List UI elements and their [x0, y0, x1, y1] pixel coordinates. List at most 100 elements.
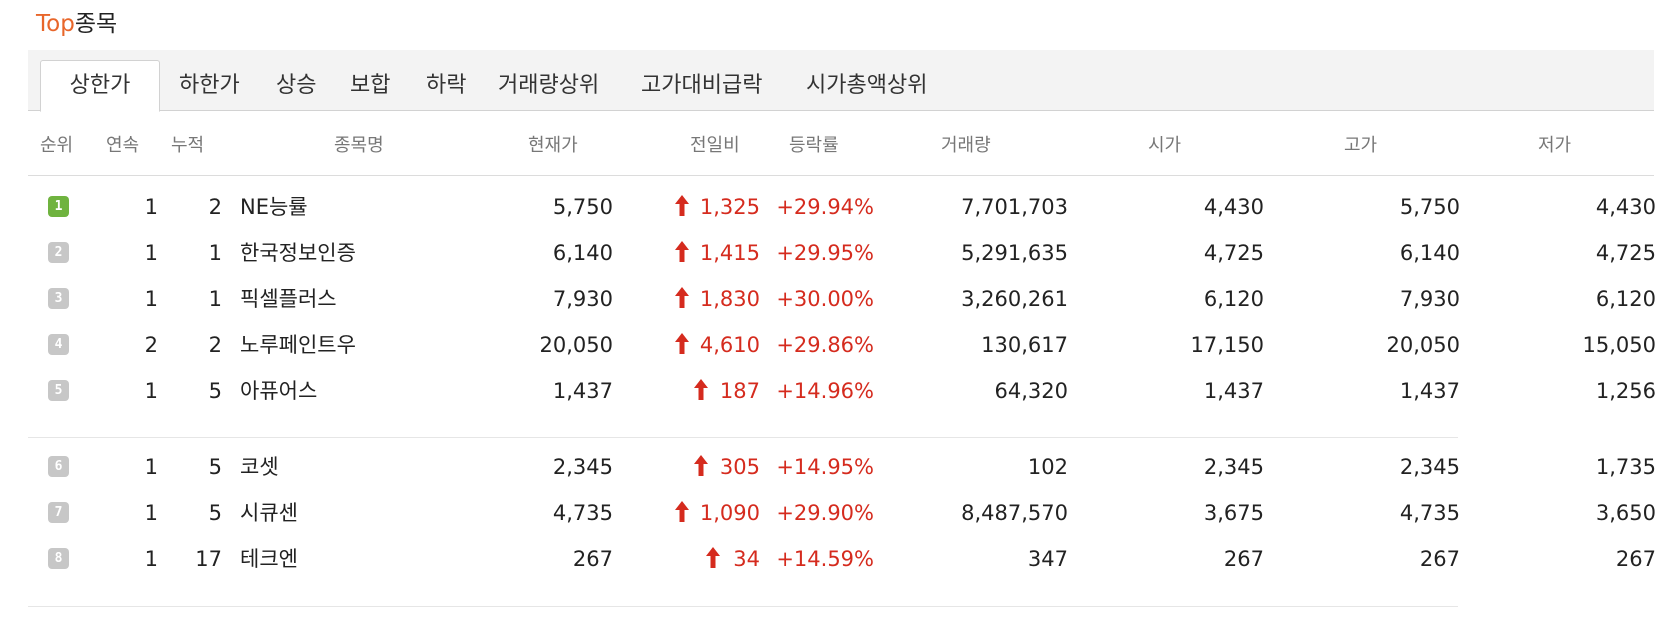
column-header-price: 현재가 — [528, 135, 578, 156]
cumulative-cell: 2 — [208, 333, 222, 357]
stock-name-link[interactable]: 한국정보인증 — [240, 241, 356, 265]
volume-cell: 5,291,635 — [961, 241, 1068, 265]
column-header-open: 시가 — [1148, 135, 1182, 156]
high-cell: 20,050 — [1386, 333, 1460, 357]
streak-cell: 2 — [144, 333, 158, 357]
rate-cell: +29.86% — [776, 333, 874, 357]
rank-badge: 1 — [48, 196, 69, 217]
volume-cell: 102 — [1027, 455, 1068, 479]
low-cell: 6,120 — [1595, 287, 1656, 311]
up-arrow-icon — [675, 287, 689, 308]
cumulative-cell: 5 — [208, 455, 222, 479]
tab-lower-limit[interactable]: 하한가 — [179, 73, 240, 98]
change-cell: 4,610 — [699, 333, 760, 357]
cumulative-cell: 17 — [195, 547, 222, 571]
open-cell: 17,150 — [1190, 333, 1264, 357]
low-cell: 3,650 — [1595, 501, 1656, 525]
column-header-low: 저가 — [1538, 135, 1572, 156]
change-cell: 1,090 — [699, 501, 760, 525]
rank-badge: 6 — [48, 456, 69, 477]
open-cell: 6,120 — [1203, 287, 1264, 311]
streak-cell: 1 — [144, 195, 158, 219]
up-arrow-icon — [675, 501, 689, 522]
table-row: 6 1 5 코셋 2,345 305 +14.95% 102 2,345 2,3… — [0, 444, 1680, 490]
tab-rise[interactable]: 상승 — [276, 73, 317, 98]
volume-cell: 3,260,261 — [961, 287, 1068, 311]
up-arrow-icon — [706, 547, 720, 568]
low-cell: 267 — [1615, 547, 1656, 571]
price-cell: 2,345 — [552, 455, 613, 479]
price-cell: 7,930 — [552, 287, 613, 311]
cumulative-cell: 1 — [208, 241, 222, 265]
up-arrow-icon — [675, 195, 689, 216]
tab-market-cap-top[interactable]: 시가총액상위 — [806, 73, 928, 98]
change-cell: 187 — [719, 379, 760, 403]
rate-cell: +29.94% — [776, 195, 874, 219]
cumulative-cell: 5 — [208, 501, 222, 525]
low-cell: 4,430 — [1595, 195, 1656, 219]
change-cell: 1,325 — [699, 195, 760, 219]
section-title-prefix: Top — [36, 11, 75, 37]
column-header-change: 전일비 — [690, 135, 740, 156]
tab-drop-from-high[interactable]: 고가대비급락 — [641, 73, 763, 98]
streak-cell: 1 — [144, 455, 158, 479]
volume-cell: 64,320 — [994, 379, 1068, 403]
low-cell: 1,256 — [1595, 379, 1656, 403]
open-cell: 3,675 — [1203, 501, 1264, 525]
column-header-cumulative: 누적 — [171, 135, 205, 156]
rate-cell: +14.95% — [776, 455, 874, 479]
tab-unchanged[interactable]: 보합 — [350, 73, 391, 98]
price-cell: 1,437 — [552, 379, 613, 403]
up-arrow-icon — [675, 333, 689, 354]
tab-volume-top[interactable]: 거래량상위 — [498, 73, 600, 98]
open-cell: 4,725 — [1203, 241, 1264, 265]
high-cell: 7,930 — [1399, 287, 1460, 311]
table-row: 4 2 2 노루페인트우 20,050 4,610 +29.86% 130,61… — [0, 322, 1680, 368]
column-header-rank: 순위 — [40, 135, 74, 156]
change-cell: 34 — [733, 547, 760, 571]
stock-name-link[interactable]: NE능률 — [240, 195, 308, 219]
stock-name-link[interactable]: 코셋 — [240, 455, 279, 479]
header-divider — [28, 175, 1654, 176]
price-cell: 5,750 — [552, 195, 613, 219]
group-divider — [28, 437, 1458, 438]
rate-cell: +14.96% — [776, 379, 874, 403]
volume-cell: 130,617 — [981, 333, 1068, 357]
stock-name-link[interactable]: 아퓨어스 — [240, 379, 318, 403]
rank-badge: 3 — [48, 288, 69, 309]
open-cell: 4,430 — [1203, 195, 1264, 219]
cumulative-cell: 5 — [208, 379, 222, 403]
column-header-name: 종목명 — [334, 135, 384, 156]
table-row: 7 1 5 시큐센 4,735 1,090 +29.90% 8,487,570 … — [0, 490, 1680, 536]
stock-name-link[interactable]: 시큐센 — [240, 501, 298, 525]
price-cell: 4,735 — [552, 501, 613, 525]
column-header-streak: 연속 — [106, 135, 140, 156]
rank-badge: 2 — [48, 242, 69, 263]
rank-badge: 5 — [48, 380, 69, 401]
column-header-high: 고가 — [1344, 135, 1378, 156]
stock-name-link[interactable]: 노루페인트우 — [240, 333, 356, 357]
section-title: Top종목 — [36, 8, 117, 40]
high-cell: 6,140 — [1399, 241, 1460, 265]
cumulative-cell: 1 — [208, 287, 222, 311]
rate-cell: +30.00% — [776, 287, 874, 311]
price-cell: 20,050 — [539, 333, 613, 357]
volume-cell: 8,487,570 — [961, 501, 1068, 525]
table-row: 3 1 1 픽셀플러스 7,930 1,830 +30.00% 3,260,26… — [0, 276, 1680, 322]
rate-cell: +29.95% — [776, 241, 874, 265]
stock-name-link[interactable]: 픽셀플러스 — [240, 287, 337, 311]
streak-cell: 1 — [144, 379, 158, 403]
low-cell: 15,050 — [1582, 333, 1656, 357]
rate-cell: +14.59% — [776, 547, 874, 571]
low-cell: 1,735 — [1595, 455, 1656, 479]
high-cell: 5,750 — [1399, 195, 1460, 219]
tab-fall[interactable]: 하락 — [426, 73, 467, 98]
stock-name-link[interactable]: 테크엔 — [240, 547, 298, 571]
open-cell: 2,345 — [1203, 455, 1264, 479]
rate-cell: +29.90% — [776, 501, 874, 525]
low-cell: 4,725 — [1595, 241, 1656, 265]
tab-upper-limit[interactable]: 상한가 — [40, 60, 160, 112]
up-arrow-icon — [694, 455, 708, 476]
open-cell: 1,437 — [1203, 379, 1264, 403]
